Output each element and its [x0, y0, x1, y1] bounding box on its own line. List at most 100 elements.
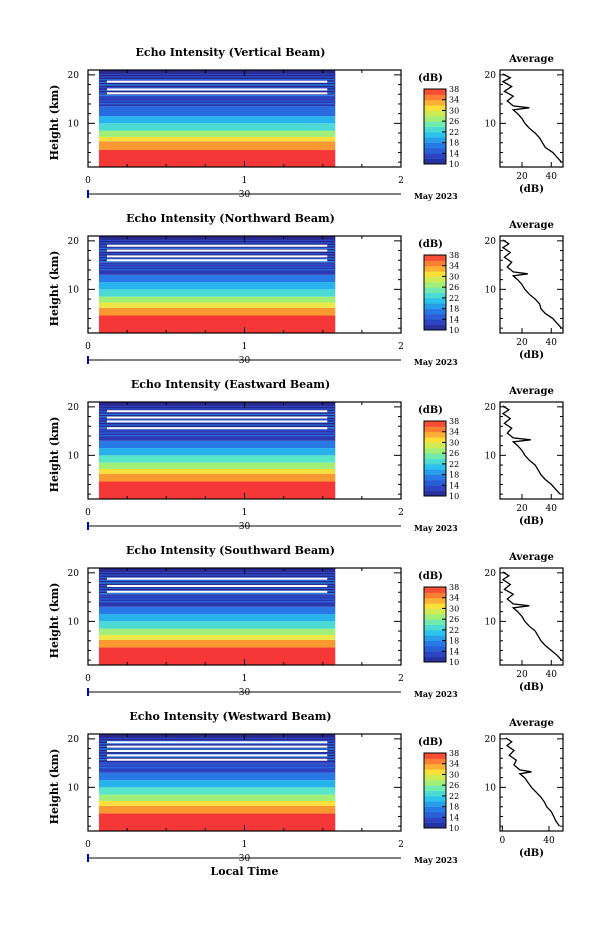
colorbar-segment	[424, 142, 446, 149]
colorbar-tick-label: 30	[449, 272, 459, 281]
colorbar-unit: (dB)	[418, 405, 443, 416]
colorbar-segment	[424, 769, 446, 775]
colorbar-frame	[423, 420, 447, 497]
heatmap-stripe	[98, 595, 336, 597]
heatmap-layer	[98, 289, 336, 297]
colorbar-segment	[424, 656, 446, 663]
heatmap-stripe	[98, 97, 336, 99]
colorbar-tick-label: 34	[449, 96, 459, 105]
profile-x-label: (dB)	[519, 848, 544, 859]
colorbar-segment	[424, 603, 446, 609]
profile-y-tick-label: 10	[485, 285, 497, 295]
average-profile: Average 10 20 20 40(dB)	[485, 54, 564, 195]
heatmap-layer	[98, 647, 336, 665]
colorbar-tick-label: 38	[449, 749, 459, 758]
heatmap-stripe	[98, 413, 336, 415]
colorbar-tick-label: 14	[449, 647, 459, 656]
profile-x-tick-label: 0	[499, 836, 505, 846]
heatmap-layer	[98, 634, 336, 640]
heatmap-stripe	[98, 263, 336, 265]
heatmap	[98, 70, 336, 167]
colorbar-segment	[424, 431, 446, 438]
colorbar-segment	[424, 635, 446, 642]
profile-x-tick-label: 40	[543, 836, 555, 846]
colorbar-segment	[424, 479, 446, 486]
heatmap-layer	[98, 302, 336, 308]
heatmap-layer	[98, 614, 336, 622]
profile-y-tick-label: 10	[485, 119, 497, 129]
colorbar-segment	[424, 265, 446, 272]
colorbar-segment	[424, 469, 446, 476]
x-tick-label: 0	[85, 840, 91, 850]
colorbar-segment	[424, 421, 446, 427]
heatmap-layer	[98, 594, 336, 607]
average-profile: Average 10 20 20 40(dB)	[485, 220, 564, 361]
heatmap-layer	[98, 262, 336, 275]
heatmap	[98, 568, 336, 665]
profile-title: Average	[508, 386, 554, 397]
colorbar-tick-label: 38	[449, 251, 459, 260]
colorbar-tick-label: 38	[449, 85, 459, 94]
heatmap-layer	[98, 150, 336, 167]
colorbar-tick-label: 22	[449, 792, 459, 801]
heatmap-stripe	[98, 577, 336, 579]
y-axis-label: Height (km)	[48, 85, 61, 161]
heatmap-stripe	[98, 740, 336, 742]
y-tick-label: 20	[68, 569, 80, 579]
colorbar-segment	[424, 437, 446, 443]
heatmap-stripe	[98, 79, 336, 81]
y-tick-label: 20	[68, 735, 80, 745]
y-tick-label: 20	[68, 237, 80, 247]
colorbar-tick-label: 30	[449, 604, 459, 613]
heatmap-layer	[98, 455, 336, 463]
heatmap-stripe	[98, 579, 336, 581]
data-gap	[106, 584, 328, 587]
profile-x-tick-label: 40	[546, 670, 558, 680]
profile-y-tick-label: 20	[485, 237, 497, 247]
colorbar-segment	[424, 426, 446, 433]
heatmap-layer	[98, 116, 336, 124]
data-gap	[106, 255, 328, 258]
colorbar-tick-label: 18	[449, 139, 459, 148]
data-gap	[106, 88, 328, 91]
colorbar-tick-label: 26	[449, 781, 459, 790]
panel-title: Echo Intensity (Southward Beam)	[126, 544, 335, 557]
colorbar-unit: (dB)	[418, 239, 443, 250]
colorbar-segment	[424, 319, 446, 326]
colorbar-segment	[424, 806, 446, 813]
colorbar-segment	[424, 324, 446, 331]
colorbar-tick-label: 26	[449, 117, 459, 126]
heatmap-layer	[98, 473, 336, 482]
average-profile: Average 10 20 20 40(dB)	[485, 386, 564, 527]
x-tick-label: 0	[85, 176, 91, 186]
heatmap-layer	[98, 800, 336, 806]
profile-frame	[499, 733, 564, 832]
colorbar-segment	[424, 785, 446, 791]
heatmap-layer	[98, 123, 336, 131]
profile-x-label: (dB)	[519, 682, 544, 693]
heatmap-stripe	[98, 103, 336, 105]
colorbar-frame	[423, 254, 447, 331]
heatmap-layer	[98, 307, 336, 316]
profile-y-tick-label: 10	[485, 783, 497, 793]
colorbar-unit: (dB)	[418, 737, 443, 748]
colorbar-tick-label: 18	[449, 471, 459, 480]
colorbar-tick-label: 38	[449, 417, 459, 426]
month-label: May 2023	[414, 689, 458, 699]
profile-y-tick-label: 20	[485, 403, 497, 413]
panel-3: Echo Intensity (Eastward Beam) 0 1 2 10 20 Hei…	[48, 378, 564, 533]
heatmap-stripe	[98, 261, 336, 263]
colorbar-segment	[424, 640, 446, 647]
colorbar-segment	[424, 131, 446, 138]
panel-title: Echo Intensity (Eastward Beam)	[131, 378, 330, 391]
heatmap-layer	[98, 813, 336, 831]
x-tick-label: 1	[242, 508, 248, 518]
x-tick-label: 1	[242, 674, 248, 684]
colorbar-segment	[424, 624, 446, 631]
colorbar-tick-label: 14	[449, 813, 459, 822]
profile-line	[501, 405, 561, 495]
colorbar-segment	[424, 651, 446, 658]
